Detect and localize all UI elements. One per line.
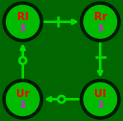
Text: 3: 3 [97, 101, 103, 110]
Circle shape [81, 3, 119, 41]
Circle shape [4, 3, 42, 41]
Text: Ul: Ul [94, 89, 106, 99]
Circle shape [4, 80, 42, 118]
Circle shape [19, 57, 26, 64]
Text: Ur: Ur [16, 89, 30, 99]
Circle shape [81, 80, 119, 118]
Text: 3: 3 [20, 24, 26, 33]
Text: Rl: Rl [17, 12, 29, 22]
Circle shape [58, 96, 65, 103]
Text: 3: 3 [97, 24, 103, 33]
Text: 3: 3 [20, 101, 26, 110]
Text: Rr: Rr [94, 12, 107, 22]
